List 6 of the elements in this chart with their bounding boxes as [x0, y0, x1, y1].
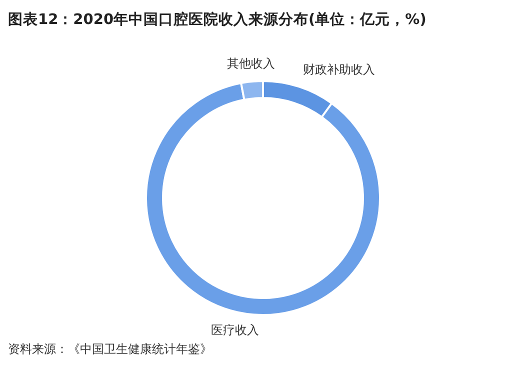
slice-label: 医疗收入: [210, 322, 259, 337]
slice-label: 财政补助收入: [302, 62, 375, 76]
chart-title: 图表12：2020年中国口腔医院收入来源分布(单位：亿元，%): [8, 10, 426, 29]
text: 资料来源：《中国卫生健康统计年鉴》: [8, 341, 212, 358]
slice-label: 其他收入: [226, 56, 275, 71]
donut-slice: [145, 82, 381, 316]
